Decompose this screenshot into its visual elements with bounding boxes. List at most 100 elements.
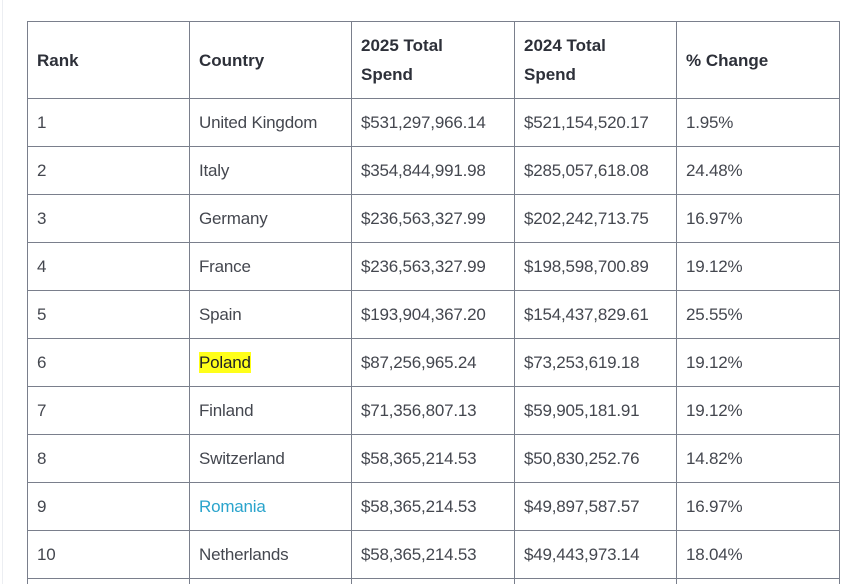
cell-country: Switzerland — [189, 434, 352, 483]
cell-country: Spain — [189, 290, 352, 339]
cell-country-text: Italy — [199, 160, 230, 180]
cell-country: Finland — [189, 386, 352, 435]
cell-2025-spend: $193,904,367.20 — [351, 290, 515, 339]
cell-rank: 9 — [27, 482, 190, 531]
header-2024-line2: Spend — [524, 65, 576, 84]
cell-rank-text: 9 — [37, 496, 47, 516]
cell-2024-spend-text: $59,905,181.91 — [524, 400, 640, 420]
cell-rank: 4 — [27, 242, 190, 291]
table-row: 10 Netherlands $58,365,214.53 $49,443,973.1… — [27, 530, 840, 579]
cell-change: 19.12% — [676, 386, 840, 435]
cell-rank-text: 3 — [37, 208, 47, 228]
cell-2024-spend: $198,598,700.89 — [514, 242, 677, 291]
cell-change: 19.12% — [676, 242, 840, 291]
cell-change-text: 18.04% — [686, 544, 743, 564]
cell-rank-text: 8 — [37, 448, 47, 468]
cell-2024-spend-text: $73,253,619.18 — [524, 352, 640, 372]
cell-2025-spend-text: $193,904,367.20 — [361, 304, 486, 324]
cell-2025-spend-text: $531,297,966.14 — [361, 112, 486, 132]
highlighted-country-text: Poland — [199, 351, 251, 373]
cell-change-text: 24.48% — [686, 160, 743, 180]
cell-rank-text: 5 — [37, 304, 47, 324]
cell-change: 16.97% — [676, 482, 840, 531]
cell-2024-spend-text: $49,443,973.14 — [524, 544, 640, 564]
cell-2025-spend: $236,563,327.99 — [351, 242, 515, 291]
cell-change-text: 25.55% — [686, 304, 743, 324]
cell-2024-spend-text: $154,437,829.61 — [524, 304, 649, 324]
cell-2024-spend: $202,242,713.75 — [514, 194, 677, 243]
cell-rank-text: 4 — [37, 256, 47, 276]
cell-change-text: 16.97% — [686, 496, 743, 516]
cell-change: 24.48% — [676, 146, 840, 195]
cell-2024-spend: $59,905,181.91 — [514, 386, 677, 435]
cell-rank: 6 — [27, 338, 190, 387]
cell-country-text: Spain — [199, 304, 242, 324]
cell-country-text: Netherlands — [199, 544, 289, 564]
cell-country-text: Switzerland — [199, 448, 285, 468]
cell-country: Poland — [189, 338, 352, 387]
cell-rank: 2 — [27, 146, 190, 195]
header-change: % Change — [676, 21, 840, 99]
header-rank: Rank — [27, 21, 190, 99]
cell-2024-spend-text: $198,598,700.89 — [524, 256, 649, 276]
cell-2025-spend-text: $71,356,807.13 — [361, 400, 477, 420]
header-rank-label: Rank — [37, 50, 79, 70]
table-body: 1 United Kingdom $531,297,966.14 $521,154,5… — [27, 98, 840, 584]
cell-change-text: 16.97% — [686, 208, 743, 228]
country-link[interactable]: Romania — [199, 496, 266, 516]
cell-2024-spend-text: $50,830,252.76 — [524, 448, 640, 468]
cell-2025-spend: $58,365,214.53 — [351, 434, 515, 483]
cell-2025-spend-text: $236,563,327.99 — [361, 256, 486, 276]
spend-table-container: Rank Country 2025 Total Spend 2024 Total S… — [27, 21, 840, 584]
cell-rank-text: 2 — [37, 160, 47, 180]
cell-change-text: 14.82% — [686, 448, 743, 468]
cell-rank-text: 7 — [37, 400, 47, 420]
cell-change: 16.97% — [676, 194, 840, 243]
cell-change-text: 19.12% — [686, 256, 743, 276]
cell-country: Germany — [189, 194, 352, 243]
cell-2025-spend-text: $87,256,965.24 — [361, 352, 477, 372]
cell-2024-spend-text: $49,897,587.57 — [524, 496, 640, 516]
cell-2024-spend — [514, 578, 677, 584]
country-spend-table: Rank Country 2025 Total Spend 2024 Total S… — [27, 21, 840, 584]
table-row: 1 United Kingdom $531,297,966.14 $521,154,5… — [27, 98, 840, 147]
cell-2024-spend: $50,830,252.76 — [514, 434, 677, 483]
table-row: 3 Germany $236,563,327.99 $202,242,713.75 16… — [27, 194, 840, 243]
cell-rank: 10 — [27, 530, 190, 579]
cell-rank-text: 10 — [37, 544, 56, 564]
header-2024-line1: 2024 Total — [524, 36, 606, 55]
cell-2024-spend: $49,897,587.57 — [514, 482, 677, 531]
cell-rank-text: 6 — [37, 352, 47, 372]
cell-2025-spend: $71,356,807.13 — [351, 386, 515, 435]
header-country: Country — [189, 21, 352, 99]
cell-country: Italy — [189, 146, 352, 195]
cell-country-text: France — [199, 256, 251, 276]
cell-change: 19.12% — [676, 338, 840, 387]
table-row: 4 France $236,563,327.99 $198,598,700.89 19.… — [27, 242, 840, 291]
cell-2024-spend: $154,437,829.61 — [514, 290, 677, 339]
table-row: 7 Finland $71,356,807.13 $59,905,181.91 19.1… — [27, 386, 840, 435]
cell-2025-spend: $58,365,214.53 — [351, 530, 515, 579]
cell-2025-spend: $531,297,966.14 — [351, 98, 515, 147]
cell-rank: 8 — [27, 434, 190, 483]
cell-country: Netherlands — [189, 530, 352, 579]
cell-country-text: Germany — [199, 208, 268, 228]
cell-change: 14.82% — [676, 434, 840, 483]
header-country-label: Country — [199, 50, 265, 70]
cell-rank-text: 1 — [37, 112, 47, 132]
cell-rank: 1 — [27, 98, 190, 147]
table-header: Rank Country 2025 Total Spend 2024 Total S… — [27, 21, 840, 99]
cell-2025-spend: $236,563,327.99 — [351, 194, 515, 243]
header-change-label: % Change — [686, 50, 769, 70]
cell-change-text: 19.12% — [686, 352, 743, 372]
table-row: 8 Switzerland $58,365,214.53 $50,830,252.76… — [27, 434, 840, 483]
header-2025-spend: 2025 Total Spend — [351, 21, 515, 99]
cell-2025-spend: $354,844,991.98 — [351, 146, 515, 195]
cell-rank — [27, 578, 190, 584]
cell-change: 18.04% — [676, 530, 840, 579]
cell-country — [189, 578, 352, 584]
cell-2025-spend-text: $236,563,327.99 — [361, 208, 486, 228]
cell-2025-spend: $58,365,214.53 — [351, 482, 515, 531]
cell-country: France — [189, 242, 352, 291]
header-2025-line1: 2025 Total — [361, 36, 443, 55]
